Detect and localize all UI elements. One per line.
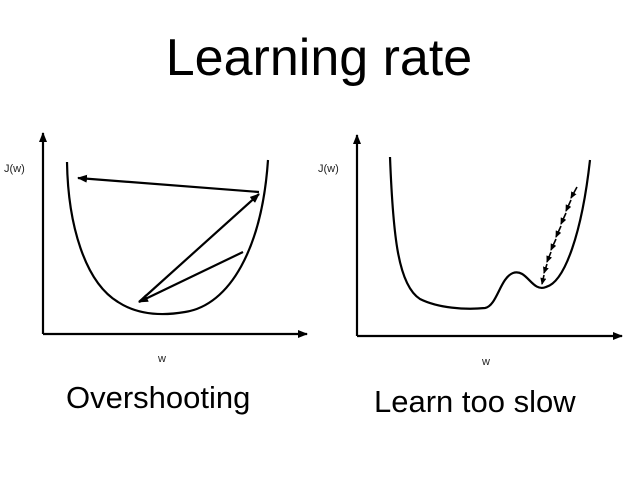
step-arrow-7 [543, 263, 549, 274]
step-arrow-8 [540, 274, 547, 285]
step-arrow-6 [546, 251, 553, 263]
caption-overshooting: Overshooting [66, 380, 251, 415]
step-arrow-4 [555, 225, 562, 238]
slide-title: Learning rate [165, 29, 473, 87]
small-steps [540, 186, 578, 285]
step-arrow-2 [138, 193, 260, 303]
x-axis-label: w [157, 353, 166, 365]
step-arrow-5 [550, 238, 557, 251]
cost-curve [388, 156, 592, 310]
y-axis-label: J(w) [318, 163, 339, 175]
step-arrow-1 [138, 251, 244, 303]
x-axis-label: w [481, 356, 490, 368]
caption-learn-too-slow: Learn too slow [374, 384, 576, 419]
step-arrow-1 [570, 186, 578, 199]
learn-too-slow-panel: J(w) w [318, 134, 623, 368]
cost-curve [65, 159, 270, 316]
overshooting-panel: J(w) w [4, 132, 308, 365]
step-arrow-3 [77, 174, 260, 194]
step-arrow-2 [565, 199, 572, 212]
step-arrow-3 [560, 212, 567, 225]
y-axis-label: J(w) [4, 163, 25, 175]
